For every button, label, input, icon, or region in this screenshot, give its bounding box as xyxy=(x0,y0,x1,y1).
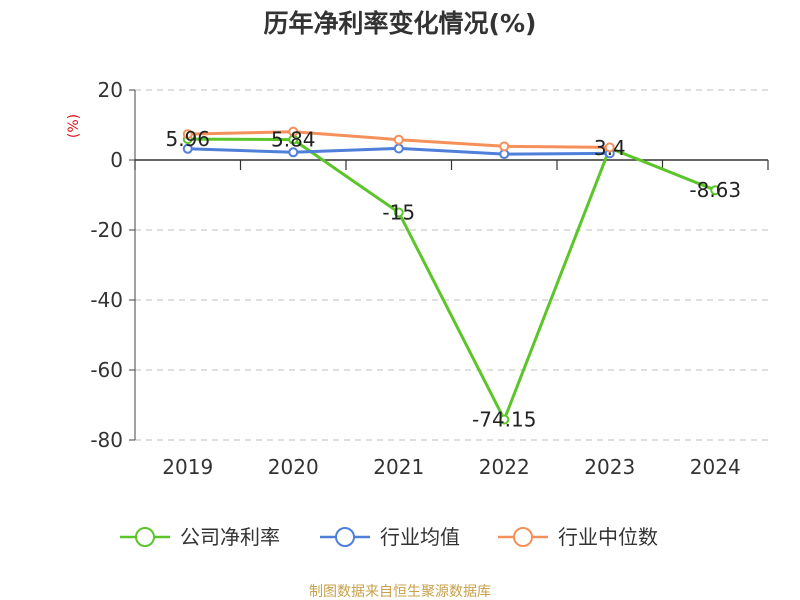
data-point xyxy=(182,129,193,140)
x-tick-label: 2019 xyxy=(162,455,213,479)
data-point xyxy=(393,143,404,154)
data-point xyxy=(288,126,299,137)
y-tick-label: -80 xyxy=(90,428,123,452)
x-tick-label: 2022 xyxy=(479,455,530,479)
series-layer xyxy=(182,126,721,425)
data-label: 5.84 xyxy=(271,128,316,152)
y-tick-label: -60 xyxy=(90,358,123,382)
chart-title: 历年净利率变化情况(%) xyxy=(264,9,537,38)
data-point xyxy=(604,142,615,153)
data-label: -74.15 xyxy=(472,408,536,432)
data-label-layer: 5.96 5.84 -15 -74.15 3.4 -8.63 xyxy=(165,127,741,431)
y-tick-label: 20 xyxy=(98,78,123,102)
data-label: -8.63 xyxy=(689,178,741,202)
x-tick-label: 2021 xyxy=(373,455,424,479)
data-label: 5.96 xyxy=(165,127,210,151)
legend-label: 行业中位数 xyxy=(558,525,658,549)
data-point xyxy=(182,143,193,154)
y-tick-label: -20 xyxy=(90,218,123,242)
legend-marker-icon xyxy=(513,527,533,547)
data-point xyxy=(499,141,510,152)
legend-item-2[interactable]: 行业中位数 xyxy=(498,525,658,549)
source-note: 制图数据来自恒生聚源数据库 xyxy=(309,584,491,600)
axis-layer: 20 0 -20 -40 -60 -80 2019 2020 2021 2022 2023 2024 xyxy=(90,78,769,479)
data-point xyxy=(393,134,404,145)
x-tick-label: 2023 xyxy=(584,455,635,479)
data-label: -15 xyxy=(382,201,415,225)
legend-item-1[interactable]: 行业均值 xyxy=(320,525,460,549)
legend-label: 行业均值 xyxy=(380,525,460,549)
legend-item-0[interactable]: 公司净利率 xyxy=(120,525,280,549)
x-tick-label: 2020 xyxy=(268,455,319,479)
data-point xyxy=(499,414,510,425)
y-axis-unit-label: (%) xyxy=(66,114,82,138)
data-point xyxy=(710,185,721,196)
y-tick-label: -40 xyxy=(90,288,123,312)
x-tick-label: 2024 xyxy=(690,455,741,479)
legend-marker-icon xyxy=(335,527,355,547)
legend[interactable]: 公司净利率 行业均值 行业中位数 xyxy=(120,525,658,549)
legend-label: 公司净利率 xyxy=(180,525,280,549)
legend-marker-icon xyxy=(135,527,155,547)
y-tick-label: 0 xyxy=(110,148,123,172)
series-line-0 xyxy=(187,137,716,421)
data-point xyxy=(288,147,299,158)
data-point xyxy=(393,207,404,218)
data-label: 3.4 xyxy=(594,136,626,160)
